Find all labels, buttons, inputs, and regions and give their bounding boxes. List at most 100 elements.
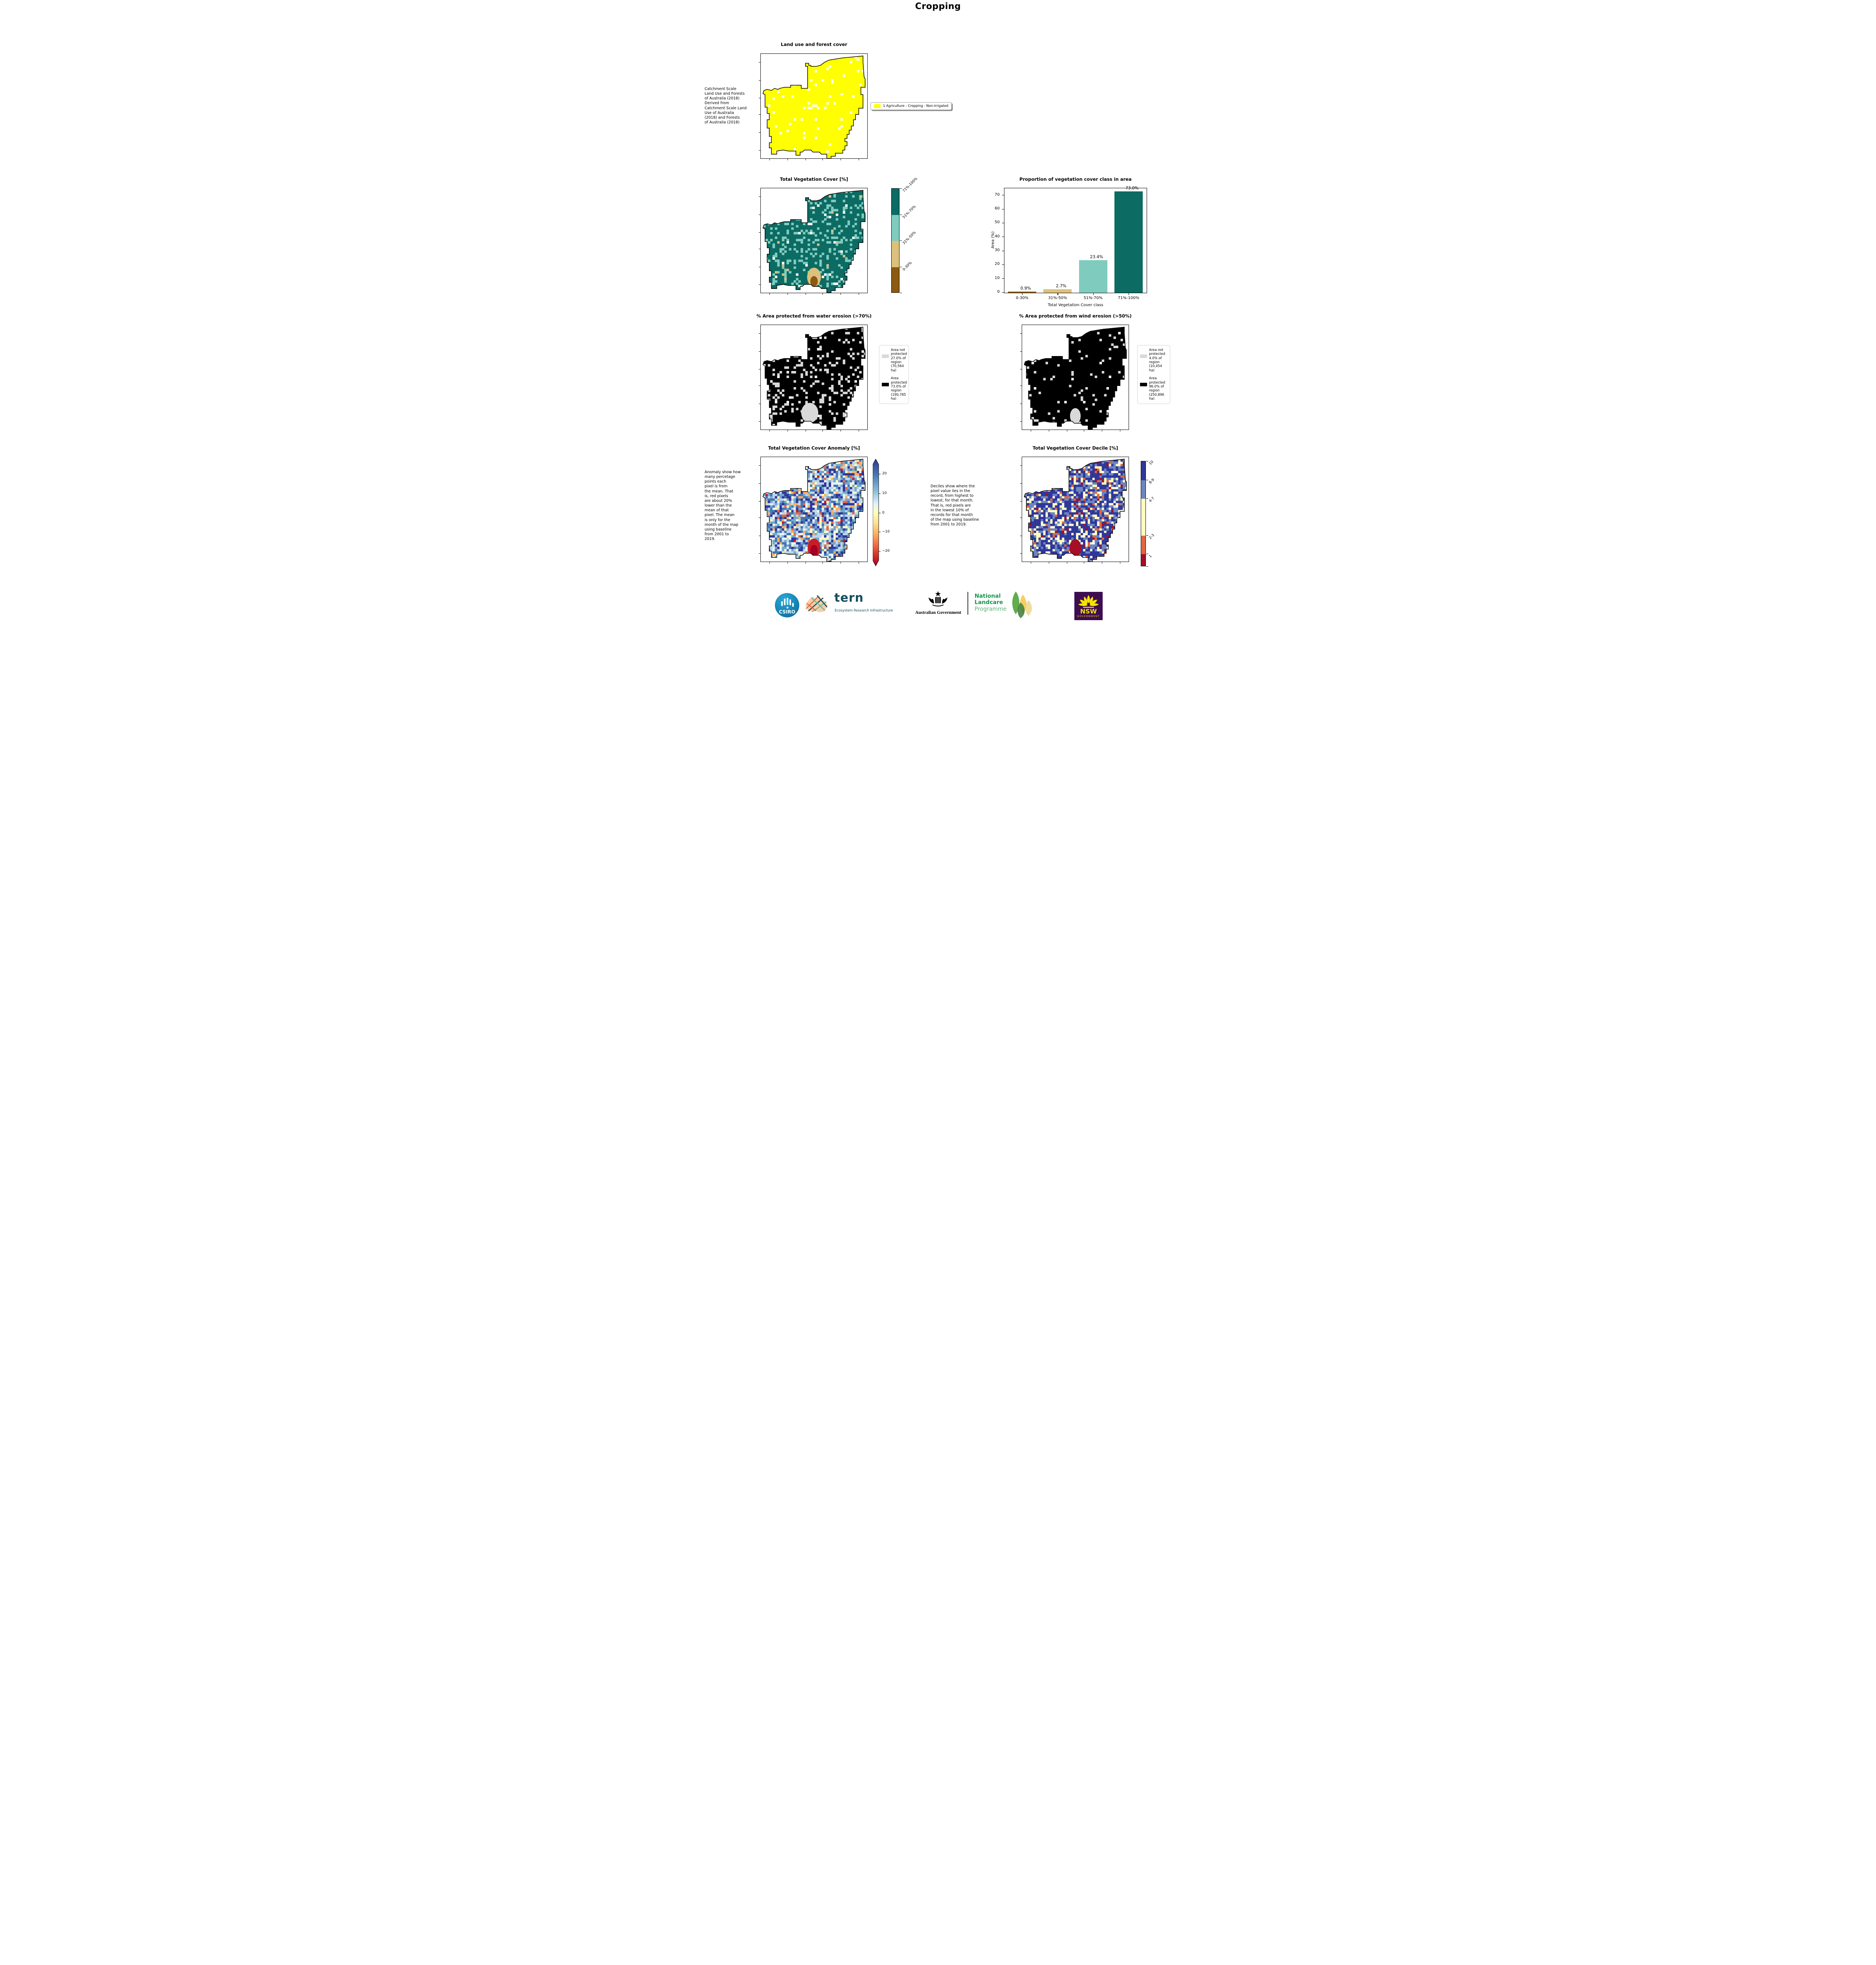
legend-item: Area protected 96.0% of region (250,896 … — [1140, 376, 1167, 401]
anomaly-map — [759, 457, 868, 564]
bar-value-label: 2.7% — [1056, 283, 1066, 288]
colorbar-segment — [1141, 499, 1145, 536]
anomaly-map-title: Total Vegetation Cover Anomaly [%] — [768, 445, 860, 451]
colorbar-label: 71%-100% — [902, 176, 919, 193]
wind-erosion-map-title: % Area protected from wind erosion (>50%… — [1019, 313, 1132, 319]
y-tick-label: 20 — [995, 262, 1000, 266]
x-tick — [1057, 293, 1058, 295]
y-tick-label: 40 — [995, 234, 1000, 239]
veg-cover-colorbar — [891, 188, 899, 293]
veg_cover-raster — [761, 188, 867, 293]
land-use-legend-label: 1 Agriculture - Cropping - Non-irrigated — [883, 104, 949, 108]
y-tick-label: 30 — [995, 248, 1000, 252]
axis-tick — [822, 562, 823, 564]
axis-tick — [787, 562, 788, 564]
colorbar-tick-label: −20 — [882, 549, 890, 553]
axis-tick — [759, 232, 761, 233]
nsw-government-logo: NSW GOVERNMENT — [1074, 592, 1103, 620]
land-use-map-title: Land use and forest cover — [781, 42, 847, 47]
bar-chart-title: Proportion of vegetation cover class in … — [1019, 176, 1132, 182]
colorbar-segment — [1141, 461, 1145, 481]
y-tick-label: 10 — [995, 275, 1000, 280]
axis-tick — [1020, 483, 1022, 484]
colorbar-label: 4-7 — [1148, 496, 1155, 503]
landcare-wordmark-line3: Programme — [975, 606, 1007, 612]
landcare-wordmark-line1: National — [975, 593, 1001, 599]
axis-tick — [787, 293, 788, 295]
axis-tick — [769, 430, 770, 432]
wind-erosion-legend: Area not protected 4.0% of region (10,45… — [1137, 345, 1170, 404]
water-erosion-map — [759, 325, 868, 432]
decile-explanation-note: Deciles show where the pixel value lies … — [931, 484, 979, 527]
colorbar-label: 51%-70% — [902, 204, 917, 220]
area-not-protected-swatch — [1140, 354, 1147, 358]
y-tick-label: 0 — [997, 290, 1000, 294]
veg-cover-map-title: Total Vegetation Cover [%] — [780, 176, 848, 182]
colorbar-tick-label: 20 — [882, 472, 887, 476]
anomaly-raster — [761, 457, 867, 562]
axis-tick — [822, 158, 823, 160]
australian-government-label: Australian Government — [915, 610, 962, 615]
x-tick — [1093, 293, 1094, 295]
land-use-legend-swatch — [874, 104, 881, 108]
bar-value-label: 73.0% — [1125, 186, 1139, 191]
bar-chart-x-axis-label: Total Vegetation Cover class — [1048, 303, 1103, 307]
colorbar-label: 2-3 — [1148, 533, 1155, 540]
y-tick-label: 60 — [995, 206, 1000, 211]
axis-tick — [1020, 351, 1022, 352]
bar — [1008, 291, 1037, 293]
axis-tick — [759, 196, 761, 197]
anomaly-colorbar — [873, 459, 881, 567]
page-title: Cropping — [915, 2, 961, 11]
axis-tick — [759, 483, 761, 484]
y-tick — [1002, 292, 1004, 293]
water-erosion-map-title: % Area protected from water erosion (>70… — [756, 313, 872, 319]
axis-tick — [759, 465, 761, 466]
nsw-government-label: GOVERNMENT — [1077, 615, 1100, 618]
land-use-legend: 1 Agriculture - Cropping - Non-irrigated — [870, 102, 952, 110]
colorbar-tick-label: 0 — [882, 511, 885, 515]
y-tick-label: 70 — [995, 192, 1000, 197]
nsw-wordmark: NSW — [1080, 608, 1097, 615]
axis-tick — [759, 132, 761, 133]
bar — [1079, 260, 1107, 293]
colorbar-tick — [1146, 535, 1148, 536]
axis-tick — [759, 114, 761, 115]
colorbar-segment — [892, 267, 899, 292]
colorbar-tick — [1146, 498, 1148, 499]
report-page: Cropping Catchment Scale Land Use and Fo… — [703, 0, 1173, 621]
tern-australia-icon — [806, 595, 828, 612]
decile-raster — [1022, 457, 1129, 562]
land-use-map — [759, 53, 868, 160]
landcare-wordmark-line2: Landcare — [975, 599, 1003, 606]
land_use-raster — [761, 54, 867, 158]
bar-chart: 0 10 20 30 40 50 60 70 0.9% 0-30% 2.7% 31%-50% 23.4%… — [995, 186, 1147, 300]
axis-tick — [822, 430, 823, 432]
water-erosion-legend: Area not protected 27.0% of region (70,5… — [879, 345, 909, 404]
area-not-protected-label: Area not protected 4.0% of region (10,45… — [1149, 348, 1166, 373]
y-tick — [1002, 278, 1004, 279]
nsw-waratah-icon — [1078, 595, 1099, 608]
axis-tick — [787, 430, 788, 432]
colorbar-segment — [892, 215, 899, 241]
decile-map — [1020, 457, 1129, 564]
wind-erosion-map — [1020, 325, 1129, 432]
bar — [1043, 289, 1072, 293]
colorbar-tick-label: −10 — [882, 529, 890, 534]
x-tick-label: 51%-70% — [1083, 296, 1103, 300]
axis-tick — [769, 158, 770, 160]
colorbar-tick — [900, 188, 902, 189]
csiro-wordmark: CSIRO — [779, 609, 795, 615]
csiro-hand-icon — [781, 598, 794, 607]
bar — [1114, 191, 1143, 293]
footer-divider — [967, 592, 968, 615]
water-raster — [761, 325, 867, 430]
axis-tick — [759, 351, 761, 352]
axis-tick — [1020, 465, 1022, 466]
axis-tick — [759, 421, 761, 422]
decile-colorbar — [1141, 461, 1146, 566]
area-protected-swatch — [882, 383, 889, 387]
axis-tick — [1020, 553, 1022, 554]
axis-tick — [787, 158, 788, 160]
y-tick-label: 50 — [995, 220, 1000, 225]
